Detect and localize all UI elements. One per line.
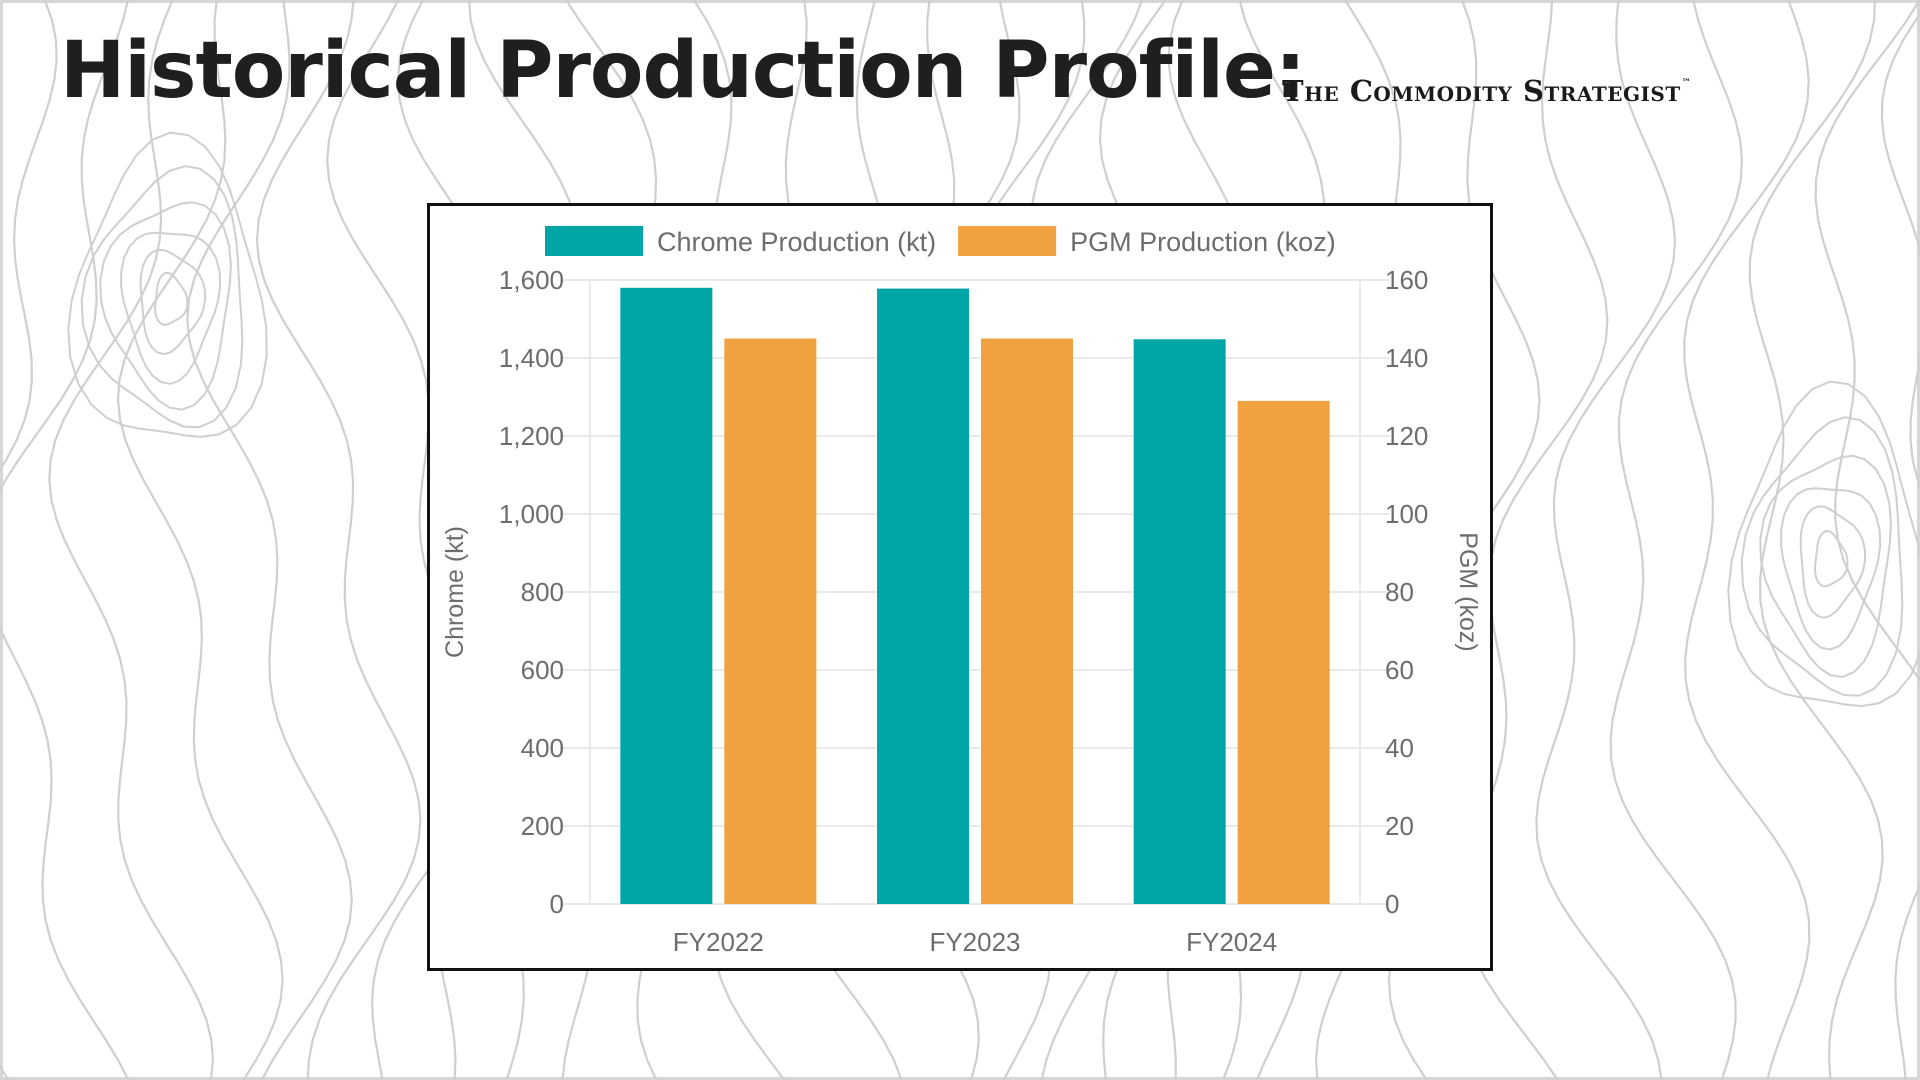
x-tick-label: FY2022 <box>673 927 764 957</box>
y2-tick-label: 100 <box>1385 499 1428 529</box>
page-title: Historical Production Profile: <box>60 26 1306 116</box>
contour-line <box>1535 0 1677 1080</box>
y2-tick-label: 20 <box>1385 811 1414 841</box>
contour-ring <box>99 201 232 411</box>
contour-ring <box>139 248 207 356</box>
chart-container: 0 200 400 600 800 1,000 1,200 1,400 1,600 0 20 40 60… <box>427 203 1493 971</box>
bar-pgm-fy2023 <box>981 338 1073 904</box>
contour-line <box>326 0 490 1080</box>
contour-line <box>1609 0 1744 1080</box>
contour-ring <box>1780 487 1882 651</box>
y-tick-label: 200 <box>521 811 564 841</box>
contour-line <box>0 0 58 1080</box>
contour-line <box>1683 0 1811 1080</box>
bar-pgm-fy2024 <box>1237 400 1330 904</box>
y2-tick-label: 80 <box>1385 577 1414 607</box>
y-tick-label: 1,600 <box>499 265 564 295</box>
y-tick-label: 1,200 <box>499 421 564 451</box>
contour-line <box>0 0 130 1080</box>
production-bar-chart: 0 200 400 600 800 1,000 1,200 1,400 1,600 0 20 40 60… <box>441 226 1482 957</box>
contour-line <box>186 0 353 1080</box>
y-axis-title: Chrome (kt) <box>441 526 469 658</box>
contour-ring <box>1759 454 1892 679</box>
contour-line <box>1748 0 1884 1080</box>
legend-label: PGM Production (koz) <box>1070 227 1336 257</box>
bar-chrome-fy2024 <box>1133 339 1226 904</box>
contour-ring <box>1799 505 1867 619</box>
x-tick-label: FY2024 <box>1186 927 1277 957</box>
y-tick-label: 600 <box>521 655 564 685</box>
contour-line <box>1880 12 1920 489</box>
legend-swatch <box>958 226 1057 256</box>
y-tick-label: 400 <box>521 733 564 763</box>
contour-ring <box>1727 380 1920 708</box>
contour-ring <box>67 131 268 438</box>
y2-tick-label: 60 <box>1385 655 1414 685</box>
y-tick-label: 800 <box>521 577 564 607</box>
y2-tick-label: 40 <box>1385 733 1414 763</box>
bar-chrome-fy2022 <box>620 287 713 904</box>
y2-tick-label: 140 <box>1385 343 1428 373</box>
contour-ring <box>153 271 189 326</box>
contour-ring <box>80 165 244 429</box>
legend-label: Chrome Production (kt) <box>657 227 936 257</box>
y-tick-label: 1,000 <box>499 499 564 529</box>
brand-logo: The Commodity Strategist™ <box>1282 74 1691 108</box>
y2-tick-label: 160 <box>1385 265 1428 295</box>
brand-name: The Commodity Strategist <box>1282 74 1681 108</box>
contour-ring <box>1740 416 1904 697</box>
bar-pgm-fy2022 <box>724 338 817 904</box>
contour-ring <box>1813 529 1849 588</box>
legend-swatch <box>545 226 643 256</box>
y-tick-label: 1,400 <box>499 343 564 373</box>
trademark-mark: ™ <box>1681 78 1692 88</box>
y2-tick-label: 120 <box>1385 421 1428 451</box>
contour-ring <box>120 231 222 385</box>
contour-line <box>48 0 215 1080</box>
y-tick-label: 0 <box>550 889 564 919</box>
x-tick-label: FY2023 <box>929 927 1020 957</box>
contour-line <box>116 0 284 1080</box>
bar-chrome-fy2023 <box>877 288 969 904</box>
y2-axis-title: PGM (koz) <box>1454 532 1482 651</box>
contour-line <box>255 0 422 1080</box>
y2-tick-label: 0 <box>1385 889 1399 919</box>
legend: Chrome Production (kt) PGM Production (ko… <box>545 226 1336 257</box>
